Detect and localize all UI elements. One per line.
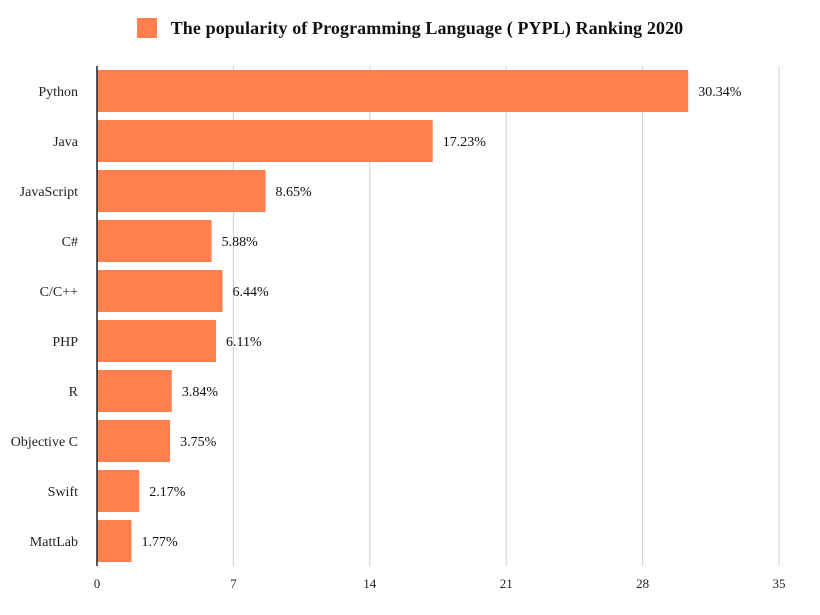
bar-3 <box>97 220 212 262</box>
category-label-3: C# <box>62 235 78 250</box>
x-tick-label-0: 0 <box>94 576 101 591</box>
value-label-6: 3.84% <box>182 385 219 400</box>
value-label-1: 17.23% <box>443 135 487 150</box>
bar-5 <box>97 320 217 362</box>
category-label-7: Objective C <box>11 435 78 450</box>
bar-7 <box>97 420 171 462</box>
bar-4 <box>97 270 223 312</box>
value-label-9: 1.77% <box>141 535 178 550</box>
category-label-8: Swift <box>48 485 78 500</box>
x-tick-label-3: 21 <box>500 576 513 591</box>
bar-1 <box>97 120 433 162</box>
bar-9 <box>97 520 132 562</box>
legend-label: The popularity of Programming Language (… <box>170 17 684 38</box>
x-tick-label-2: 14 <box>363 576 377 591</box>
value-label-5: 6.11% <box>226 335 262 350</box>
value-label-4: 6.44% <box>232 285 269 300</box>
category-label-4: C/C++ <box>40 285 78 300</box>
x-tick-label-1: 7 <box>230 576 237 591</box>
category-label-5: PHP <box>52 335 78 350</box>
legend: The popularity of Programming Language (… <box>0 14 820 42</box>
category-label-6: R <box>69 385 79 400</box>
bar-8 <box>97 470 140 512</box>
value-label-8: 2.17% <box>149 485 186 500</box>
x-tick-label-5: 35 <box>773 576 786 591</box>
value-label-7: 3.75% <box>180 435 217 450</box>
legend-swatch <box>136 18 157 38</box>
bar-0 <box>97 70 689 112</box>
bar-2 <box>97 170 266 212</box>
category-label-9: MattLab <box>30 535 78 550</box>
bar-6 <box>97 370 172 412</box>
value-label-0: 30.34% <box>698 85 742 100</box>
category-label-0: Python <box>38 85 78 100</box>
x-tick-label-4: 28 <box>636 576 649 591</box>
value-label-2: 8.65% <box>276 185 313 200</box>
category-label-1: Java <box>53 135 79 150</box>
value-label-3: 5.88% <box>222 235 258 250</box>
category-label-2: JavaScript <box>20 185 78 200</box>
